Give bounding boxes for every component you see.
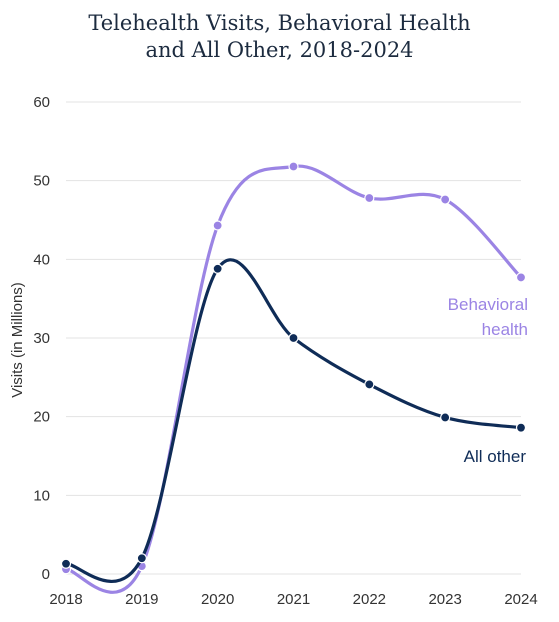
data-point-all-other-2019 [136,553,147,564]
y-axis-ticks: 0 10 20 30 40 50 60 [33,94,50,583]
y-axis-label: Visits (in Millions) [9,282,26,398]
data-point-all-other-2024 [515,422,527,433]
series-label-all-other: All other [464,447,527,466]
y-tick-label: 40 [33,251,50,268]
x-tick-label: 2018 [49,591,82,608]
data-point-behavioral-health-2024 [515,272,527,283]
data-point-all-other-2021 [288,332,299,344]
series-label-behavioral-health: Behavioral [448,295,528,314]
series-labels: Behavioral health All other [448,295,528,466]
x-tick-label: 2021 [277,591,310,608]
x-tick-label: 2023 [428,591,461,608]
x-tick-label: 2024 [504,591,537,608]
data-point-behavioral-health-2020 [212,220,223,231]
y-tick-label: 50 [33,173,50,190]
data-point-all-other-2023 [440,412,451,423]
y-tick-label: 0 [42,566,50,583]
chart-title-line-1: Telehealth Visits, Behavioral Health [88,11,471,35]
x-tick-label: 2020 [201,591,234,608]
y-tick-label: 60 [33,94,50,111]
data-point-all-other-2020 [212,263,223,274]
data-point-behavioral-health-2022 [364,192,375,204]
data-point-all-other-2018 [60,558,72,569]
y-tick-label: 10 [33,487,50,504]
series-line-behavioral-health [64,164,523,594]
series-label-behavioral-health: health [482,320,528,339]
y-tick-label: 30 [33,330,50,347]
x-tick-label: 2019 [125,591,158,608]
chart-title-line-2: and All Other, 2018-2024 [145,38,414,62]
data-point-behavioral-health-2023 [440,194,451,205]
x-axis-ticks: 2018 2019 2020 2021 2022 2023 2024 [49,591,537,608]
series-lines [60,161,527,594]
data-point-all-other-2022 [364,379,375,390]
x-tick-label: 2022 [353,591,386,608]
y-tick-label: 20 [33,409,50,426]
chart-title: Telehealth Visits, Behavioral Health and… [0,10,559,64]
data-point-behavioral-health-2021 [288,161,299,172]
